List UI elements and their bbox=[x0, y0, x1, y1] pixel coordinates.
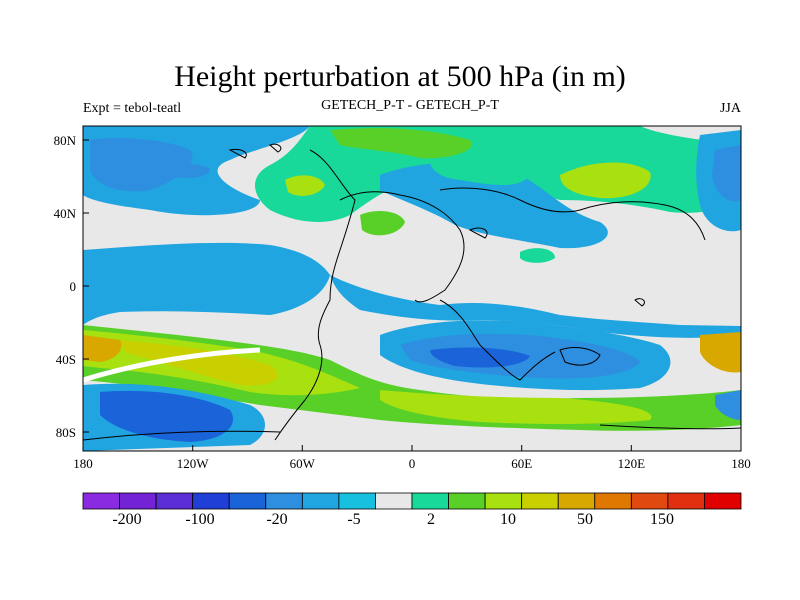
contour-south-yellow-east bbox=[380, 390, 652, 425]
x-tick-label: 180 bbox=[731, 456, 751, 471]
contour-north-west-core bbox=[90, 138, 193, 192]
colorbar-label: 2 bbox=[427, 511, 435, 528]
contour-south-east-edge-blue bbox=[715, 390, 741, 420]
colorbar-swatch bbox=[265, 492, 303, 510]
contour-south-ring-inner bbox=[430, 347, 530, 368]
colorbar-label: -100 bbox=[185, 511, 214, 528]
contour-yellow-west bbox=[285, 175, 325, 196]
contour-tropical-blue-east bbox=[330, 275, 741, 338]
x-axis-labels: 180 120W 60W 0 60E 120E 180 bbox=[73, 456, 751, 471]
colorbar-swatch bbox=[448, 492, 486, 510]
colorbar-swatch bbox=[375, 492, 413, 510]
colorbar-label: 50 bbox=[577, 511, 593, 528]
x-tick-label: 60W bbox=[290, 456, 316, 471]
colorbar-swatch bbox=[484, 492, 523, 510]
colorbar-swatch bbox=[594, 492, 632, 510]
contour-south-orange-core bbox=[83, 335, 122, 362]
coastline-africa bbox=[439, 299, 556, 381]
colorbar-swatch bbox=[119, 492, 157, 510]
coastlines bbox=[83, 143, 741, 441]
y-tick-label: 80N bbox=[54, 133, 77, 148]
contour-zero-line-south bbox=[83, 347, 261, 383]
model-label: GETECH_P-T - GETECH_P-T bbox=[321, 98, 499, 113]
map-plot-area bbox=[83, 126, 741, 451]
y-tick-label: 0 bbox=[70, 279, 77, 294]
colorbar-swatch bbox=[228, 492, 267, 510]
colorbar-swatch bbox=[521, 492, 559, 510]
contour-south-orange bbox=[120, 340, 279, 386]
coastline-islands bbox=[228, 143, 645, 307]
x-tick-label: 180 bbox=[73, 456, 93, 471]
x-tick-label: 120E bbox=[618, 456, 646, 471]
colorbar-swatch bbox=[155, 492, 194, 510]
y-tick-label: 40N bbox=[54, 206, 77, 221]
contour-yellow-east bbox=[560, 162, 651, 199]
map-title: Height perturbation at 500 hPa (in m) bbox=[174, 60, 626, 93]
contour-small-green-mid bbox=[360, 210, 405, 236]
contour-south-west-blue-core bbox=[100, 390, 234, 442]
contour-asia-green bbox=[430, 155, 530, 185]
x-tick-label: 120W bbox=[177, 456, 210, 471]
colorbar-label: -20 bbox=[266, 511, 287, 528]
colorbar-label: -5 bbox=[347, 511, 360, 528]
experiment-label: Expt = tebol-teatl bbox=[83, 101, 182, 116]
coastline-north-america bbox=[274, 149, 356, 441]
colorbar-swatch bbox=[704, 492, 742, 510]
contour-south-east-orange bbox=[700, 332, 741, 373]
colorbar-labels: -200 -100 -20 -5 2 10 50 150 bbox=[112, 511, 674, 528]
x-tick-label: 60E bbox=[511, 456, 532, 471]
contour-north-green-inner bbox=[330, 128, 472, 159]
colorbar bbox=[82, 492, 742, 510]
colorbar-label: -200 bbox=[112, 511, 141, 528]
x-tick-label: 0 bbox=[409, 456, 416, 471]
contour-north-small-blue bbox=[165, 164, 210, 178]
axis-ticks bbox=[82, 139, 742, 451]
y-tick-label: 40S bbox=[56, 352, 76, 367]
colorbar-label: 10 bbox=[500, 511, 516, 528]
coastline-europe-asia bbox=[339, 187, 706, 303]
coastline-australia bbox=[559, 347, 601, 366]
y-tick-label: 80S bbox=[56, 425, 76, 440]
colorbar-swatch bbox=[411, 492, 449, 510]
colorbar-swatch bbox=[192, 492, 230, 510]
colorbar-swatch bbox=[667, 492, 705, 510]
contour-asia-blue bbox=[380, 163, 608, 249]
y-axis-labels: 80N 40N 0 40S 80S bbox=[54, 133, 77, 440]
contour-tropical-blue bbox=[83, 242, 330, 325]
season-label: JJA bbox=[719, 101, 741, 116]
contour-green-east-mid bbox=[520, 248, 555, 263]
colorbar-swatch bbox=[301, 492, 340, 510]
contour-north-east-core bbox=[712, 145, 741, 202]
colorbar-swatch bbox=[630, 492, 669, 510]
coastline-antarctica bbox=[83, 424, 741, 441]
colorbar-swatch bbox=[557, 492, 596, 510]
colorbar-label: 150 bbox=[650, 511, 674, 528]
colorbar-swatch bbox=[82, 492, 120, 510]
colorbar-swatch bbox=[338, 492, 376, 510]
